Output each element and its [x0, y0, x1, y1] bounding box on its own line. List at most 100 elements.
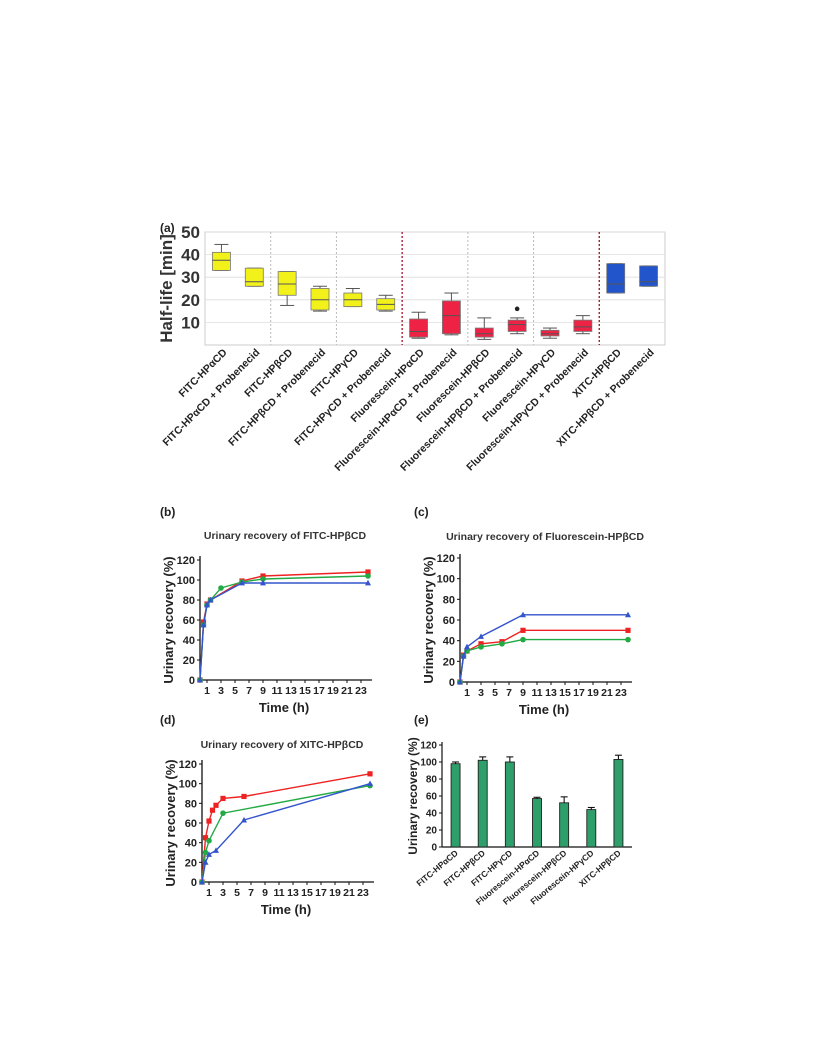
y-tick-label: 40 — [426, 809, 438, 820]
y-tick-label: 20 — [426, 826, 438, 837]
data-point — [209, 807, 216, 813]
panel-c-letter: (c) — [414, 505, 429, 519]
data-point — [220, 795, 226, 802]
chart-title: Urinary recovery of XITC-HPβCD — [201, 739, 364, 751]
x-tick-label: 21 — [343, 887, 355, 899]
data-point — [204, 601, 210, 607]
y-tick-label: 0 — [449, 677, 455, 689]
x-tick-label: 19 — [327, 685, 339, 697]
y-axis-label: Urinary recovery (%) — [421, 556, 436, 683]
x-tick-label: 17 — [315, 887, 327, 899]
data-point — [200, 621, 207, 628]
x-tick-label: 7 — [246, 685, 252, 697]
data-point — [197, 677, 203, 683]
data-point — [478, 641, 484, 647]
x-tick-label: 5 — [492, 687, 498, 699]
data-point — [460, 653, 467, 659]
x-tick-label: 5 — [234, 887, 240, 899]
data-point — [206, 818, 212, 824]
x-tick-label: 11 — [531, 687, 542, 699]
data-point — [204, 601, 210, 608]
category-label: Fluorescein-HPαCD + Probenecid — [332, 347, 459, 474]
box — [639, 265, 658, 287]
y-tick-label: 100 — [177, 575, 195, 587]
data-point — [206, 837, 212, 844]
series-line — [201, 784, 371, 883]
y-tick-label: 80 — [185, 798, 197, 810]
y-tick-label: 40 — [183, 635, 195, 647]
box — [606, 263, 626, 294]
data-point — [202, 835, 209, 841]
y-tick-label: 20 — [185, 857, 197, 869]
series-line — [201, 783, 371, 883]
y-axis-label: Urinary recovery (%) — [406, 737, 420, 854]
data-point — [260, 573, 266, 579]
x-tick-label: 7 — [506, 687, 512, 699]
x-tick-label: 17 — [573, 687, 585, 699]
y-tick-label: 80 — [443, 594, 455, 606]
series-line — [199, 571, 369, 681]
y-tick-label: 0 — [191, 877, 197, 889]
data-point — [625, 627, 631, 633]
data-point — [199, 879, 205, 885]
y-tick-label: 60 — [185, 818, 197, 830]
bar — [504, 761, 515, 848]
data-point — [241, 793, 247, 800]
x-tick-label: 21 — [601, 687, 613, 699]
data-point — [499, 639, 505, 645]
panel-a-letter: (a) — [160, 221, 175, 235]
panel-e-letter: (e) — [414, 713, 429, 727]
data-point — [206, 851, 212, 857]
category-label: Fluorescein-HPβCD — [501, 848, 569, 907]
y-axis-label: Urinary recovery (%) — [163, 759, 178, 886]
data-point — [365, 573, 371, 579]
data-point — [197, 677, 203, 683]
x-tick-label: 9 — [260, 685, 266, 697]
data-point — [200, 619, 207, 625]
x-tick-label: 1 — [206, 887, 212, 899]
box — [244, 267, 264, 287]
data-point — [199, 878, 205, 885]
x-tick-label: 11 — [273, 887, 284, 899]
y-tick-label: 100 — [437, 574, 455, 586]
y-tick-label: 60 — [426, 792, 438, 803]
y-tick-label: 80 — [426, 775, 438, 786]
data-point — [365, 569, 371, 575]
x-tick-label: 7 — [248, 887, 254, 899]
x-tick-label: 15 — [301, 887, 313, 899]
y-tick-label: 20 — [181, 291, 200, 310]
y-tick-label: 100 — [179, 779, 197, 791]
data-point — [204, 602, 210, 608]
data-point — [520, 627, 526, 633]
data-point — [220, 810, 226, 816]
data-point — [207, 596, 214, 603]
x-axis-label: Time (h) — [519, 702, 569, 717]
category-label: Fluorescein-HPγCD + Probenecid — [464, 347, 591, 474]
series-line — [459, 629, 628, 683]
x-tick-label: 11 — [271, 685, 282, 697]
data-point — [218, 585, 224, 591]
data-point — [239, 578, 245, 584]
data-point — [365, 579, 371, 586]
x-tick-label: 13 — [285, 685, 297, 697]
box — [277, 271, 297, 296]
data-point — [202, 849, 209, 856]
data-point — [213, 847, 219, 853]
x-tick-label: 13 — [287, 887, 299, 899]
panel-a: (a) 10 20 30 40 50 Half-life [min] FITC-HPαCD F… — [0, 0, 816, 500]
series-line — [201, 773, 371, 883]
data-point — [213, 802, 219, 808]
y-tick-label: 80 — [183, 595, 195, 607]
x-tick-label: 15 — [299, 685, 311, 697]
y-axis-label: Urinary recovery (%) — [161, 556, 176, 683]
box — [442, 300, 461, 335]
box — [409, 318, 428, 338]
x-tick-label: 21 — [341, 685, 353, 697]
data-point — [520, 611, 526, 618]
data-point — [241, 816, 247, 823]
data-point — [464, 648, 470, 654]
x-tick-label: 3 — [478, 687, 484, 699]
x-tick-label: 15 — [559, 687, 571, 699]
y-tick-label: 30 — [181, 268, 200, 287]
data-point — [464, 643, 470, 650]
